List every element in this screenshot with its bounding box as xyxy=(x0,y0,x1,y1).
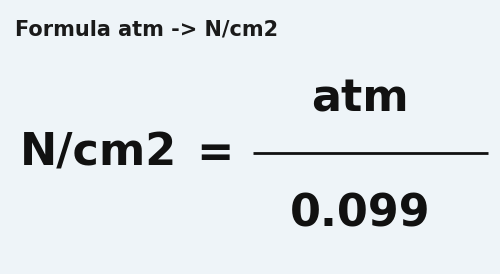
Text: N/cm2: N/cm2 xyxy=(20,132,177,175)
Text: 0.099: 0.099 xyxy=(290,192,430,235)
Text: Formula atm -> N/cm2: Formula atm -> N/cm2 xyxy=(15,19,278,39)
Text: =: = xyxy=(196,132,234,175)
Text: atm: atm xyxy=(311,77,409,120)
